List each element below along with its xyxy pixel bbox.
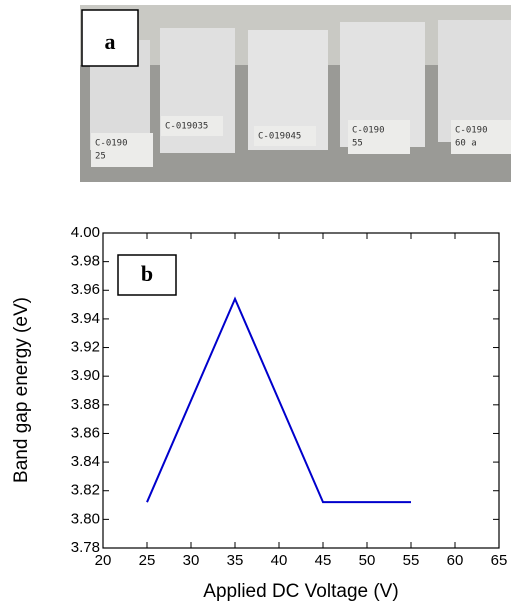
sample-label: 60 a [455,139,477,149]
chart: b Applied DC Voltage (V) Band gap energy… [11,224,507,602]
x-axis-label: Applied DC Voltage (V) [203,581,398,602]
y-tick-label: 3.80 [71,510,100,527]
panel-label-box [81,9,139,67]
y-tick-label: 3.98 [71,253,100,270]
y-tick-label: 3.84 [71,453,100,470]
y-tick-label: 3.94 [71,310,100,327]
y-tick-label: 3.90 [71,367,100,384]
panel-label: b [141,261,153,286]
panel-label: a [105,29,116,54]
x-tick-label: 55 [403,552,420,569]
label-paper [161,116,223,136]
label-paper [348,120,410,154]
label-paper [254,126,316,146]
sample-label: C-0190 [455,126,488,136]
label-paper [91,133,153,167]
sample-label: C-0190 [352,126,385,136]
y-tick-label: 3.92 [71,339,100,356]
y-tick-label: 3.88 [71,396,100,413]
x-tick-label: 25 [139,552,156,569]
y-tick-label: 3.82 [71,482,100,499]
x-tick-label: 30 [183,552,200,569]
sample-label: C-0190 [95,139,128,149]
plot-frame [102,232,500,549]
x-tick-label: 45 [315,552,332,569]
x-tick-label: 20 [95,552,112,569]
x-tick-label: 50 [359,552,376,569]
sample-label: C-019045 [258,132,301,142]
sample-label: 25 [95,152,106,162]
sample-label: C-019035 [165,122,208,132]
x-tick-label: 40 [271,552,288,569]
y-tick-label: 4.00 [71,224,100,241]
sample-labels: C-0190 25 C-019035 C-019045 C-0190 55 C-0190 60… [91,116,511,167]
x-tick-label: 60 [447,552,464,569]
label-paper [451,120,511,154]
x-tick-label: 65 [491,552,508,569]
y-tick-label: 3.78 [71,539,100,556]
panel-label-box [117,254,177,296]
y-tick-label: 3.86 [71,424,100,441]
y-axis-label: Band gap energy (eV) [11,297,32,483]
photo: a C-019025C-019035C-019045C-019055C-0190… [80,5,511,182]
sample-label: 55 [352,139,363,149]
data-line [146,296,411,504]
y-tick-label: 3.96 [71,281,100,298]
x-tick-label: 35 [227,552,244,569]
